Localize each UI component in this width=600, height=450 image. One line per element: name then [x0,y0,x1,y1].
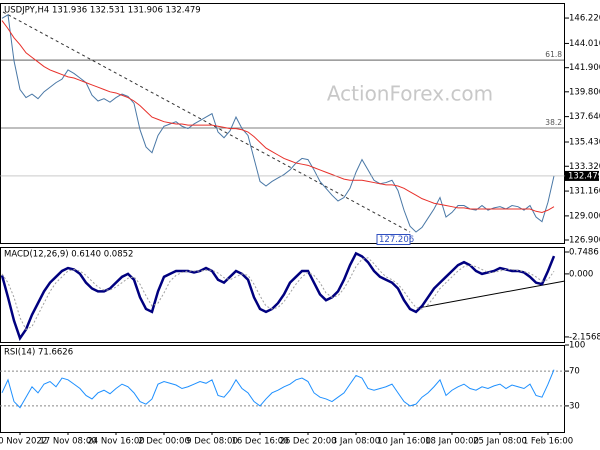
x-tick-label: 9 Dec 08:00 [186,437,238,447]
x-tick-label: 2 Dec 00:00 [138,437,190,447]
watermark: ActionForex.com [327,82,493,106]
y-tick-label: 126.900 [569,236,600,246]
y-tick-label: 0.7486 [569,248,599,258]
x-tick-label: 26 Dec 20:00 [279,437,336,447]
panel-title: USDJPY,H4 131.936 132.531 131.906 132.47… [4,6,201,16]
x-tick-label: 16 Dec 16:00 [231,437,288,447]
level-label: 38.2 [545,118,562,127]
y-tick-label: 133.320 [569,162,600,172]
low-label: 127.206 [379,235,414,245]
y-tick-label: 30 [569,401,580,411]
trendline [2,11,411,233]
panel-frame [0,3,565,244]
panel-frame [0,247,565,343]
y-tick-label: 70 [569,367,580,377]
y-tick-label: 144.010 [569,39,600,49]
panel-frame [0,345,565,433]
series-line [1,369,555,409]
y-tick-label: 146.220 [569,14,600,24]
panel-title: MACD(12,26,9) 0.6140 0.0852 [4,250,133,260]
trendline [417,280,566,309]
x-tick-label: 25 Jan 08:00 [473,437,527,447]
x-tick-label: 3 Jan 08:00 [332,437,380,447]
x-tick-label: 10 Jan 16:00 [377,437,431,447]
y-tick-label: 141.900 [569,63,600,73]
y-tick-label: 129.000 [569,211,600,221]
y-tick-label: -2.1568 [569,332,600,342]
panel-title: RSI(14) 71.6626 [4,348,73,358]
series-line [1,14,555,233]
y-tick-label: 100 [569,341,585,351]
y-tick-label: 135.430 [569,138,600,148]
x-tick-label: 17 Nov 08:00 [39,437,96,447]
last-price-box [565,170,599,181]
x-tick-label: 24 Nov 16:00 [87,437,144,447]
x-tick-label: 10 Nov 2022 [0,437,47,447]
series-line [1,20,555,213]
y-tick-label: 139.800 [569,87,600,97]
level-label: 61.8 [545,50,562,59]
low-box [376,233,411,245]
y-tick-label: 0.000 [569,269,593,279]
y-tick-label: 131.160 [569,187,600,197]
series-line [0,251,556,341]
last-price-label: 132.479 [568,171,600,181]
series-line [1,257,555,331]
x-tick-label: 1 Feb 16:00 [523,437,573,447]
y-tick-label: 137.640 [569,112,600,122]
x-tick-label: 18 Jan 00:00 [425,437,479,447]
